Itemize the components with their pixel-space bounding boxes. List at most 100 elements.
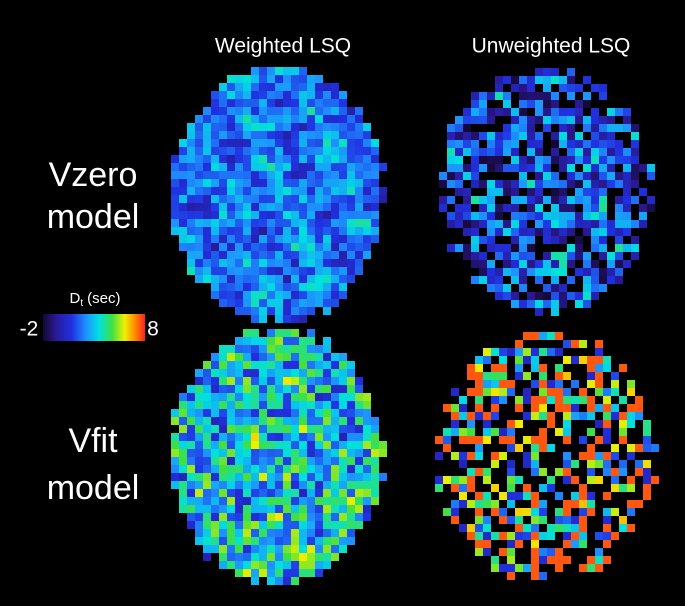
map-pixel (575, 100, 583, 108)
map-pixel (203, 385, 211, 393)
map-pixel (211, 537, 219, 545)
map-pixel (299, 67, 307, 75)
map-pixel (559, 148, 567, 156)
map-pixel (463, 124, 471, 132)
map-pixel (267, 513, 275, 521)
map-pixel (623, 180, 631, 188)
map-pixel (203, 219, 211, 227)
map-pixel (315, 75, 323, 83)
map-pixel (631, 252, 639, 260)
map-pixel (219, 441, 227, 449)
map-pixel (323, 179, 331, 187)
map-pixel (195, 211, 203, 219)
map-pixel (459, 508, 467, 516)
map-pixel (219, 417, 227, 425)
map-pixel (579, 436, 587, 444)
map-pixel (355, 195, 363, 203)
map-pixel (555, 420, 563, 428)
map-pixel (591, 116, 599, 124)
map-pixel (567, 76, 575, 84)
map-pixel (251, 473, 259, 481)
map-pixel (259, 505, 267, 513)
map-pixel (179, 195, 187, 203)
map-pixel (623, 172, 631, 180)
map-pixel (599, 140, 607, 148)
map-pixel (331, 211, 339, 219)
map-pixel (499, 364, 507, 372)
map-pixel (371, 425, 379, 433)
map-pixel (291, 401, 299, 409)
map-pixel (623, 220, 631, 228)
map-pixel (259, 139, 267, 147)
map-pixel (487, 116, 495, 124)
map-pixel (291, 171, 299, 179)
map-pixel (243, 75, 251, 83)
map-pixel (251, 497, 259, 505)
map-pixel (347, 219, 355, 227)
map-pixel (611, 460, 619, 468)
map-pixel (599, 196, 607, 204)
map-pixel (551, 68, 559, 76)
map-pixel (291, 307, 299, 315)
map-pixel (331, 409, 339, 417)
map-pixel (195, 529, 203, 537)
map-pixel (583, 100, 591, 108)
map-pixel (451, 428, 459, 436)
map-pixel (363, 457, 371, 465)
map-pixel (583, 260, 591, 268)
map-pixel (251, 235, 259, 243)
map-pixel (251, 329, 259, 337)
map-pixel (523, 484, 531, 492)
map-pixel (551, 164, 559, 172)
map-pixel (567, 212, 575, 220)
map-pixel (635, 404, 643, 412)
map-pixel (211, 99, 219, 107)
map-pixel (595, 436, 603, 444)
map-pixel (463, 228, 471, 236)
map-pixel (363, 393, 371, 401)
map-pixel (291, 243, 299, 251)
map-pixel (187, 203, 195, 211)
map-pixel (447, 132, 455, 140)
map-pixel (435, 444, 443, 452)
map-pixel (291, 417, 299, 425)
map-pixel (299, 219, 307, 227)
map-pixel (363, 251, 371, 259)
map-pixel (571, 420, 579, 428)
map-pixel (631, 244, 639, 252)
map-pixel (339, 417, 347, 425)
map-pixel (195, 115, 203, 123)
map-pixel (543, 76, 551, 84)
map-pixel (595, 500, 603, 508)
map-pixel (243, 529, 251, 537)
map-pixel (499, 356, 507, 364)
map-pixel (211, 361, 219, 369)
map-pixel (447, 188, 455, 196)
map-pixel (471, 92, 479, 100)
column-header: Weighted LSQ (215, 35, 351, 58)
map-pixel (275, 441, 283, 449)
map-pixel (627, 388, 635, 396)
map-pixel (507, 380, 515, 388)
map-pixel (475, 420, 483, 428)
map-pixel (503, 204, 511, 212)
map-pixel (555, 540, 563, 548)
map-pixel (555, 452, 563, 460)
map-pixel (379, 163, 387, 171)
map-pixel (495, 268, 503, 276)
map-pixel (291, 545, 299, 553)
map-pixel (531, 548, 539, 556)
map-pixel (539, 332, 547, 340)
map-pixel (331, 219, 339, 227)
map-pixel (499, 460, 507, 468)
map-pixel (379, 187, 387, 195)
map-pixel (535, 108, 543, 116)
map-pixel (587, 372, 595, 380)
map-pixel (447, 228, 455, 236)
map-pixel (519, 252, 527, 260)
map-pixel (363, 481, 371, 489)
map-pixel (235, 115, 243, 123)
map-pixel (583, 188, 591, 196)
map-pixel (355, 497, 363, 505)
map-pixel (307, 449, 315, 457)
